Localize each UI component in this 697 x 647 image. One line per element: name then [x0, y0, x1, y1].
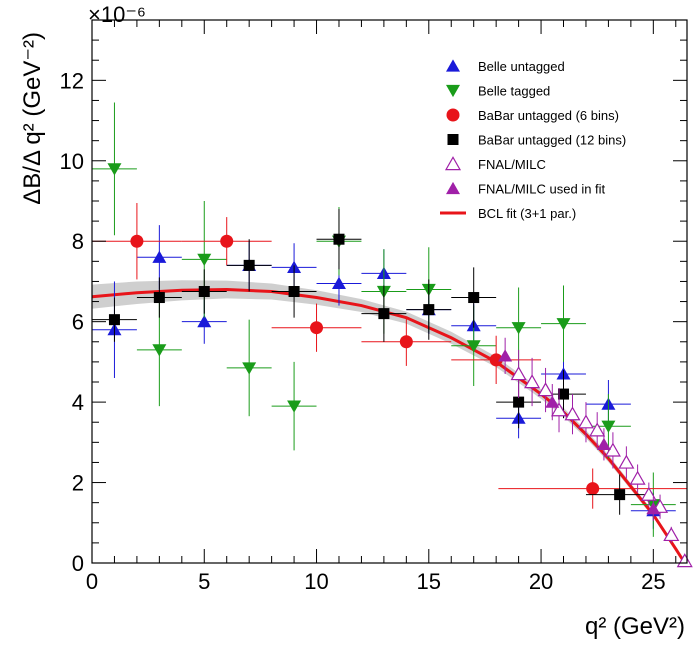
data-point [498, 349, 513, 362]
data-point [589, 422, 606, 437]
legend-item: BaBar untagged (12 bins) [447, 133, 626, 148]
data-point [596, 437, 611, 450]
legend-marker [446, 84, 460, 98]
data-point [646, 502, 661, 515]
data-point [601, 420, 616, 433]
data-point [197, 315, 212, 328]
legend-marker [446, 181, 460, 195]
legend-label: FNAL/MILC used in fit [478, 182, 606, 197]
y-axis-multiplier: ×10⁻⁶ [88, 2, 146, 27]
data-point [468, 292, 480, 304]
data-point [524, 374, 541, 389]
legend-marker [444, 156, 462, 171]
data-point [287, 400, 302, 413]
fit-uncertainty-band-layer [92, 280, 685, 563]
data-point [614, 489, 626, 501]
legend-label: BCL fit (3+1 par.) [478, 206, 576, 221]
data-point [466, 340, 481, 353]
data-point [577, 414, 594, 429]
series-3 [92, 209, 654, 515]
data-point [550, 402, 568, 417]
legend-item: Belle tagged [446, 84, 550, 99]
data-point [108, 314, 120, 326]
data-point [331, 276, 346, 290]
legend-item: FNAL/MILC used in fit [446, 182, 606, 197]
data-point [197, 253, 212, 266]
x-tick-label: 5 [198, 569, 210, 594]
data-point [399, 335, 413, 349]
y-tick-label: 12 [60, 68, 84, 93]
plot-frame [91, 19, 688, 564]
x-tick-label: 10 [304, 569, 328, 594]
legend-marker [446, 59, 460, 72]
data-point [423, 304, 435, 316]
data-point [288, 286, 300, 297]
data-point [310, 321, 324, 335]
y-tick-label: 6 [72, 310, 84, 335]
x-axis-title: q² (GeV²) [585, 613, 685, 640]
legend-label: BaBar untagged (6 bins) [478, 108, 619, 123]
data-point [556, 318, 571, 331]
legend-item: BaBar untagged (6 bins) [446, 108, 619, 123]
legend-label: FNAL/MILC [478, 157, 546, 172]
data-point [629, 470, 646, 485]
data-point [152, 344, 167, 357]
data-point [153, 292, 165, 304]
data-point [586, 482, 600, 496]
x-tick-label: 15 [417, 569, 441, 594]
data-points-layer [92, 102, 693, 568]
data-point [378, 308, 390, 320]
data-point [242, 362, 257, 375]
legend-marker [447, 134, 459, 145]
series-5 [498, 337, 661, 521]
data-point [333, 233, 345, 245]
data-point [198, 286, 210, 297]
data-point [510, 366, 527, 381]
data-point [545, 395, 560, 408]
series-2 [92, 203, 687, 509]
y-axis-title: ΔB/Δ q² (GeV⁻²) [19, 32, 46, 205]
data-point [152, 250, 167, 263]
data-point [107, 163, 122, 176]
x-tick-label: 0 [86, 569, 98, 594]
data-point [489, 353, 503, 367]
legend-item: FNAL/MILC [444, 156, 546, 172]
y-tick-label: 10 [60, 149, 84, 174]
legend-item: Belle untagged [446, 59, 565, 74]
y-tick-label: 2 [72, 471, 84, 496]
data-point [618, 454, 635, 469]
legend-label: BaBar untagged (12 bins) [478, 133, 626, 148]
data-point [640, 486, 657, 501]
legend-label: Belle untagged [478, 59, 565, 74]
data-point [243, 259, 255, 271]
fit-uncertainty-band [92, 280, 685, 563]
legend-label: Belle tagged [478, 84, 550, 99]
x-tick-label: 20 [529, 569, 553, 594]
x-tick-label: 25 [641, 569, 665, 594]
fit-curve-layer [91, 287, 687, 564]
data-point [220, 234, 234, 248]
y-tick-label: 8 [72, 229, 84, 254]
axes-layer: 0 5 10 15 20 25 0 2 4 6 8 10 12 ×10⁻⁶ q² (GeV²) ΔB/Δ q²… [19, 2, 688, 640]
legend-marker [446, 108, 460, 122]
legend: Belle untagged Belle tagged BaBar untagged… [440, 59, 626, 221]
data-point [130, 234, 144, 248]
data-point [513, 396, 525, 408]
y-tick-label: 4 [72, 390, 84, 415]
series-4 [510, 349, 693, 568]
bcl-fit-curve [91, 287, 687, 564]
data-point [564, 406, 581, 421]
legend-item: BCL fit (3+1 par.) [440, 206, 576, 221]
y-tick-label: 0 [72, 551, 84, 576]
data-point [511, 322, 526, 335]
data-point [558, 388, 570, 400]
data-point [663, 526, 680, 542]
data-point [537, 382, 554, 397]
